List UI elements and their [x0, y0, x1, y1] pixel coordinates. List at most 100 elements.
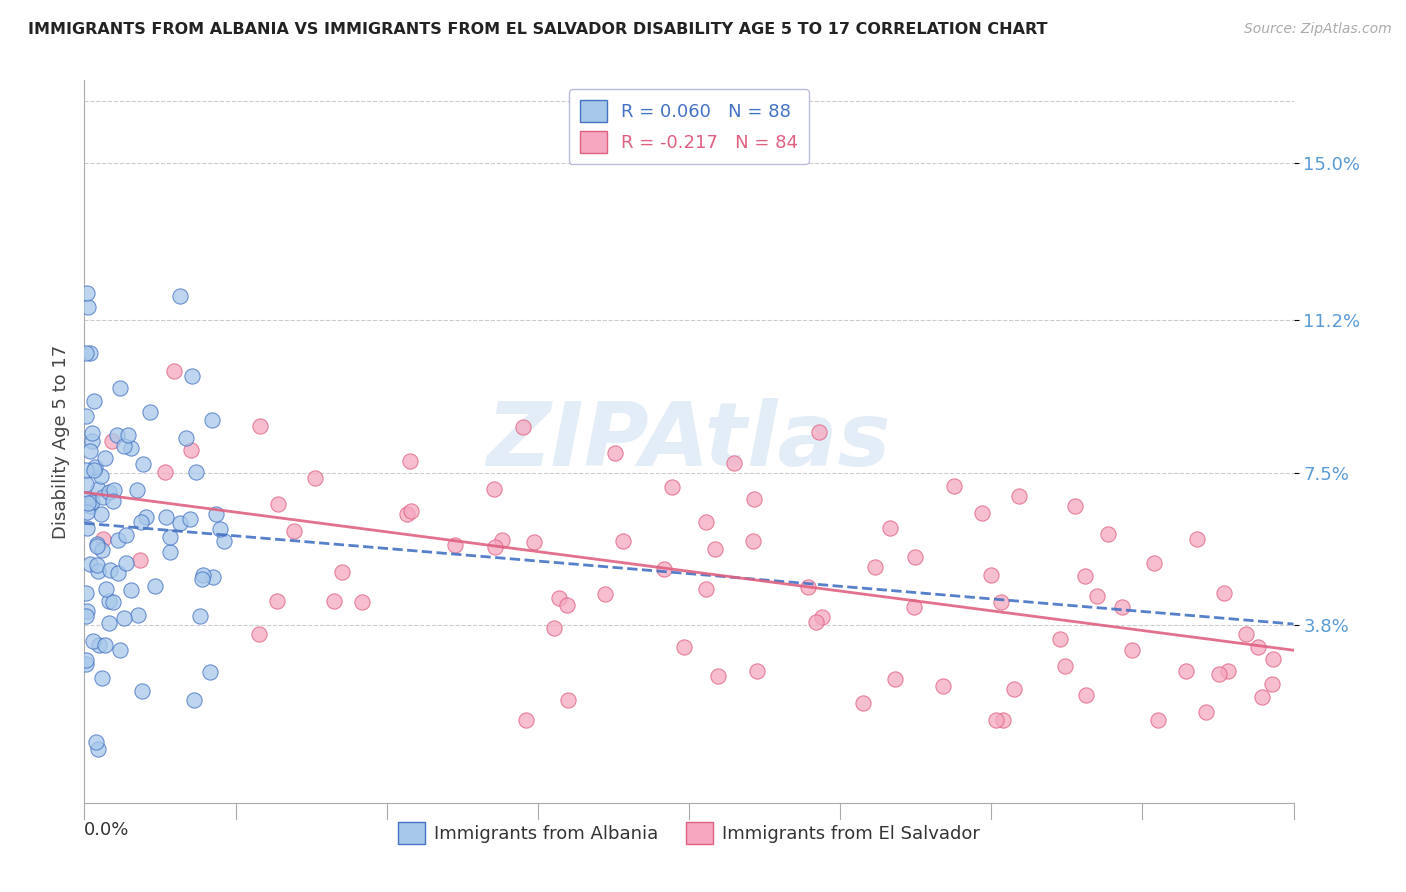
Point	[90, 469, 112, 483]
Point	[107, 533, 129, 547]
Point	[1208, 667, 1230, 681]
Point	[105, 428, 128, 442]
Point	[209, 522, 232, 536]
Text: Source: ZipAtlas.com: Source: ZipAtlas.com	[1244, 22, 1392, 37]
Point	[76, 604, 98, 618]
Point	[522, 535, 544, 549]
Point	[991, 713, 1014, 727]
Point	[77, 496, 100, 510]
Point	[201, 569, 224, 583]
Point	[1213, 586, 1236, 600]
Point	[350, 595, 373, 609]
Point	[1261, 677, 1284, 691]
Point	[75, 653, 97, 667]
Point	[155, 465, 177, 479]
Point	[863, 560, 886, 574]
Point	[79, 499, 101, 513]
Point	[797, 580, 820, 594]
Point	[181, 368, 204, 383]
Point	[1147, 713, 1170, 727]
Point	[114, 557, 136, 571]
Point	[704, 542, 727, 557]
Point	[129, 553, 152, 567]
Point	[84, 459, 107, 474]
Point	[884, 672, 907, 686]
Point	[79, 443, 101, 458]
Point	[159, 530, 181, 544]
Point	[1185, 533, 1208, 547]
Point	[82, 434, 104, 448]
Point	[852, 696, 875, 710]
Point	[742, 491, 765, 506]
Point	[247, 626, 270, 640]
Point	[745, 665, 768, 679]
Point	[1143, 556, 1166, 570]
Point	[706, 669, 728, 683]
Point	[1195, 706, 1218, 720]
Point	[482, 482, 505, 496]
Point	[94, 638, 117, 652]
Point	[970, 507, 993, 521]
Point	[79, 558, 101, 572]
Point	[86, 742, 108, 756]
Point	[484, 540, 506, 554]
Point	[184, 465, 207, 479]
Point	[1251, 690, 1274, 704]
Point	[1053, 659, 1076, 673]
Point	[75, 409, 97, 424]
Point	[399, 504, 422, 518]
Point	[169, 516, 191, 530]
Point	[94, 450, 117, 465]
Point	[84, 735, 107, 749]
Point	[879, 521, 901, 535]
Point	[557, 692, 579, 706]
Point	[183, 692, 205, 706]
Point	[491, 533, 513, 547]
Point	[91, 490, 114, 504]
Point	[86, 537, 108, 551]
Point	[1049, 632, 1071, 646]
Point	[75, 609, 97, 624]
Point	[90, 671, 112, 685]
Point	[932, 679, 955, 693]
Point	[75, 477, 97, 491]
Point	[267, 497, 290, 511]
Point	[990, 595, 1012, 609]
Point	[205, 507, 228, 521]
Point	[1247, 640, 1270, 654]
Point	[198, 665, 221, 679]
Point	[179, 511, 201, 525]
Point	[191, 572, 214, 586]
Text: IMMIGRANTS FROM ALBANIA VS IMMIGRANTS FROM EL SALVADOR DISABILITY AGE 5 TO 17 CO: IMMIGRANTS FROM ALBANIA VS IMMIGRANTS FR…	[28, 22, 1047, 37]
Point	[1064, 499, 1087, 513]
Point	[903, 549, 925, 564]
Point	[127, 608, 149, 623]
Point	[159, 545, 181, 559]
Point	[304, 471, 326, 485]
Point	[75, 346, 97, 360]
Point	[1175, 664, 1198, 678]
Point	[1121, 642, 1143, 657]
Point	[101, 493, 124, 508]
Point	[75, 492, 97, 507]
Point	[695, 582, 717, 597]
Point	[652, 562, 675, 576]
Point	[661, 480, 683, 494]
Point	[512, 420, 534, 434]
Point	[808, 425, 831, 439]
Point	[1111, 600, 1133, 615]
Point	[322, 594, 344, 608]
Point	[87, 482, 110, 496]
Point	[155, 509, 177, 524]
Point	[986, 713, 1008, 727]
Y-axis label: Disability Age 5 to 17: Disability Age 5 to 17	[52, 344, 70, 539]
Point	[695, 515, 717, 529]
Point	[612, 534, 634, 549]
Text: ZIPAtlas: ZIPAtlas	[486, 398, 891, 485]
Point	[742, 534, 765, 549]
Point	[943, 479, 966, 493]
Point	[76, 505, 98, 519]
Point	[98, 616, 121, 631]
Point	[132, 458, 155, 472]
Point	[103, 483, 125, 498]
